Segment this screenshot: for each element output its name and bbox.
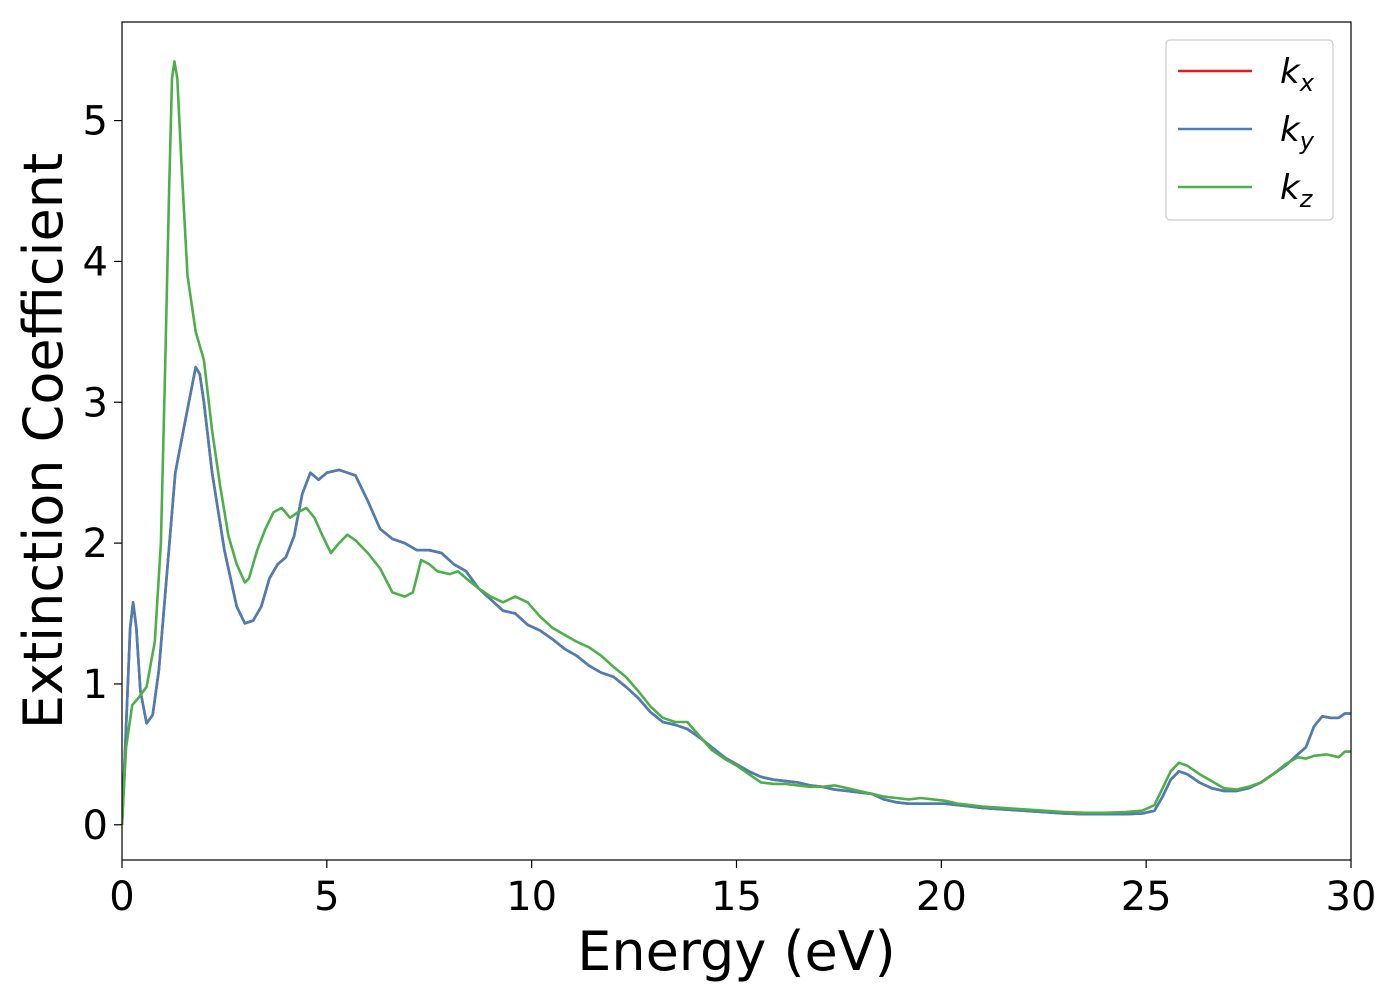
x-tick-label: 15: [711, 874, 762, 920]
y-tick-label: 5: [83, 99, 108, 145]
series-line-k_z: [122, 60, 1351, 825]
plot-area: [122, 60, 1351, 825]
y-tick-label: 2: [83, 521, 108, 567]
y-tick-label: 4: [83, 239, 108, 285]
x-axis-title: Energy (eV): [577, 920, 896, 983]
x-axis: 0 5 10 15 20 25 30: [109, 860, 1376, 920]
x-tick-label: 20: [916, 874, 967, 920]
x-tick-label: 25: [1121, 874, 1172, 920]
y-tick-label: 0: [83, 803, 108, 849]
y-axis: 0 1 2 3 4 5: [83, 99, 122, 849]
x-tick-label: 30: [1326, 874, 1377, 920]
x-tick-label: 5: [314, 874, 339, 920]
legend-label: kz: [1280, 168, 1314, 213]
x-tick-label: 0: [109, 874, 134, 920]
series-line-k_y: [122, 365, 1351, 825]
y-axis-title: Extinction Coefficient: [12, 153, 75, 729]
y-tick-label: 1: [83, 662, 108, 708]
x-tick-label: 10: [506, 874, 557, 920]
legend: kx ky kz: [1165, 39, 1334, 221]
legend-label: kx: [1280, 52, 1315, 97]
y-tick-label: 3: [83, 380, 108, 426]
legend-label: ky: [1280, 110, 1315, 155]
